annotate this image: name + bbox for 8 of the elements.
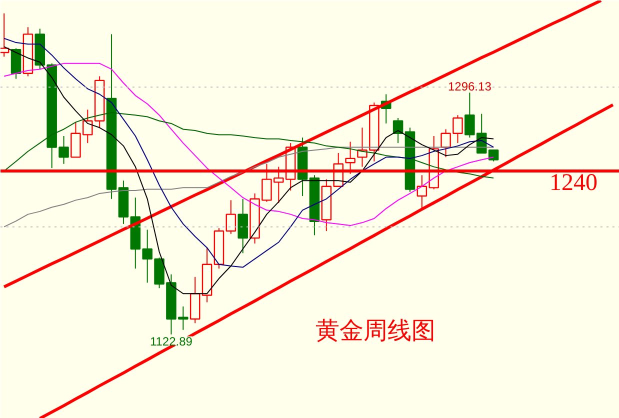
- annotation: 1296.13: [448, 80, 492, 94]
- candlestick: [238, 198, 248, 254]
- candlestick: [106, 34, 117, 200]
- candlestick: [118, 180, 129, 224]
- annotation: 1240: [550, 170, 598, 196]
- text: 黄金周线图: [316, 316, 436, 344]
- candlestick: [202, 247, 212, 303]
- annotation: 1122.89: [150, 334, 193, 348]
